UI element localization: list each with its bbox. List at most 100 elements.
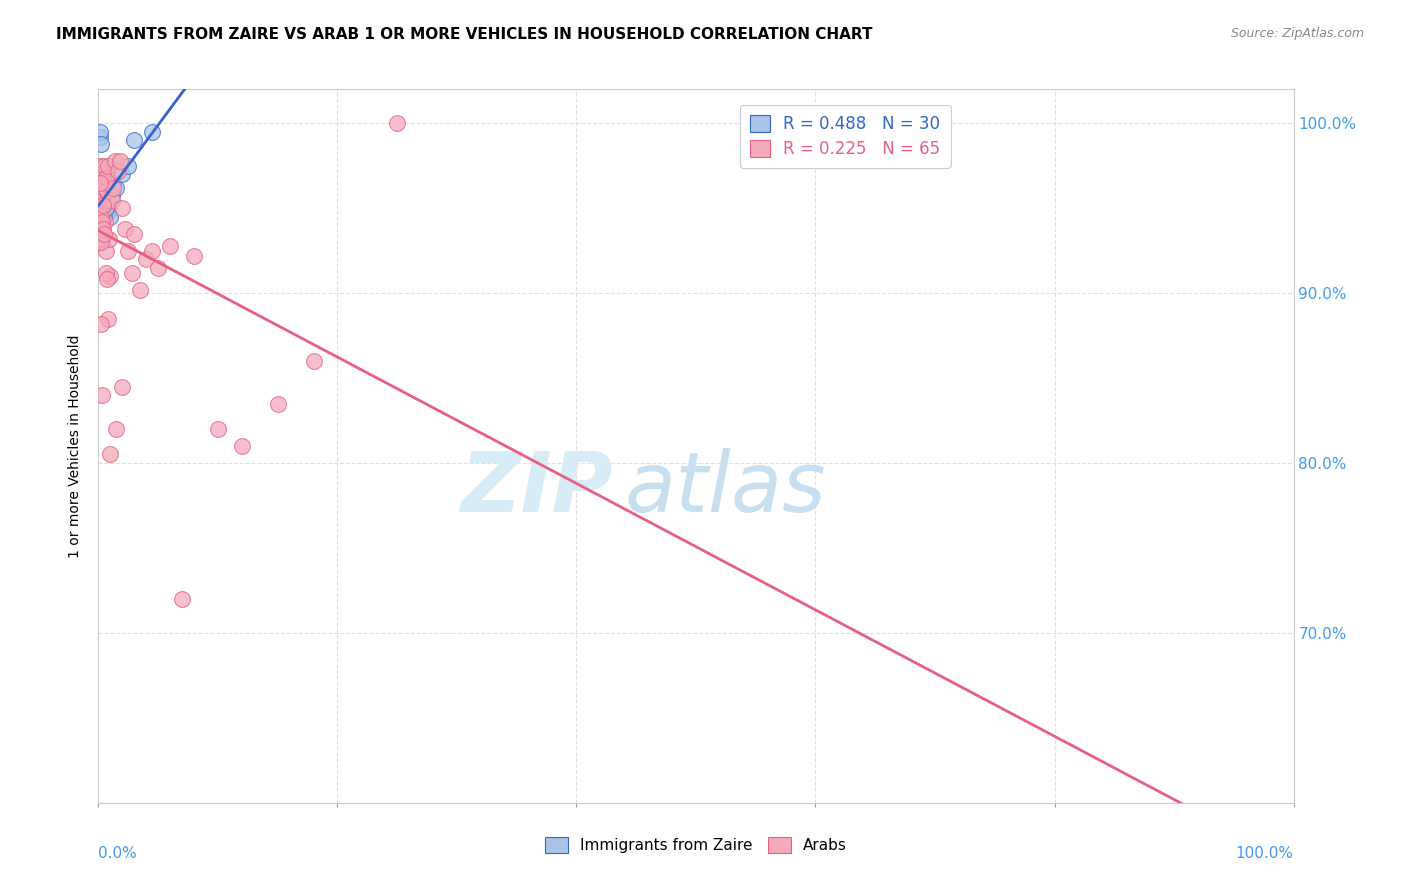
Point	[93, 210, 115, 224]
Point	[96, 184, 118, 198]
Point	[98, 210, 122, 224]
Y-axis label: 1 or more Vehicles in Household: 1 or more Vehicles in Household	[69, 334, 83, 558]
Point	[121, 266, 143, 280]
Point	[124, 227, 146, 241]
Text: IMMIGRANTS FROM ZAIRE VS ARAB 1 OR MORE VEHICLES IN HOUSEHOLD CORRELATION CHART: IMMIGRANTS FROM ZAIRE VS ARAB 1 OR MORE …	[56, 27, 873, 42]
Point	[129, 283, 152, 297]
Point	[94, 201, 117, 215]
Point	[100, 187, 122, 202]
Text: ZIP: ZIP	[460, 449, 613, 529]
Point	[302, 354, 325, 368]
Point	[111, 167, 134, 181]
Point	[87, 218, 110, 232]
Point	[105, 422, 128, 436]
Point	[91, 221, 114, 235]
Point	[96, 193, 118, 207]
Point	[104, 153, 127, 168]
Point	[385, 116, 409, 130]
Point	[135, 252, 157, 266]
Point	[207, 422, 229, 436]
Point	[89, 235, 111, 249]
Point	[111, 379, 134, 393]
Point	[91, 193, 114, 207]
Point	[101, 176, 124, 190]
Point	[101, 180, 124, 194]
Legend: Immigrants from Zaire, Arabs: Immigrants from Zaire, Arabs	[538, 831, 853, 859]
Point	[93, 159, 115, 173]
Text: atlas: atlas	[624, 449, 825, 529]
Point	[183, 249, 205, 263]
Point	[111, 201, 134, 215]
Point	[90, 235, 112, 249]
Point	[141, 244, 163, 258]
Point	[89, 193, 111, 207]
Point	[96, 272, 118, 286]
Point	[97, 204, 120, 219]
Point	[89, 180, 111, 194]
Point	[91, 232, 114, 246]
Point	[90, 210, 112, 224]
Text: Source: ZipAtlas.com: Source: ZipAtlas.com	[1230, 27, 1364, 40]
Point	[107, 163, 129, 178]
Point	[90, 227, 112, 241]
Point	[89, 221, 111, 235]
Point	[91, 193, 114, 207]
Point	[108, 153, 131, 168]
Point	[96, 170, 118, 185]
Point	[97, 311, 120, 326]
Point	[89, 218, 111, 232]
Point	[90, 163, 112, 178]
Point	[94, 244, 117, 258]
Point	[98, 448, 122, 462]
Point	[98, 269, 122, 284]
Point	[97, 159, 120, 173]
Point	[90, 176, 112, 190]
Point	[114, 221, 136, 235]
Point	[117, 159, 139, 173]
Point	[159, 238, 181, 252]
Point	[91, 215, 114, 229]
Point	[124, 133, 146, 147]
Point	[105, 180, 128, 194]
Text: 100.0%: 100.0%	[1236, 846, 1294, 861]
Point	[141, 125, 163, 139]
Point	[96, 193, 118, 207]
Point	[91, 180, 114, 194]
Point	[90, 136, 112, 151]
Point	[148, 260, 170, 275]
Point	[90, 167, 112, 181]
Point	[91, 201, 114, 215]
Point	[94, 266, 117, 280]
Point	[90, 187, 112, 202]
Point	[98, 232, 121, 246]
Point	[231, 439, 253, 453]
Point	[89, 176, 111, 190]
Point	[91, 184, 114, 198]
Point	[89, 129, 111, 144]
Point	[89, 159, 111, 173]
Point	[90, 170, 112, 185]
Point	[91, 167, 114, 181]
Point	[89, 125, 111, 139]
Point	[172, 591, 194, 606]
Point	[90, 317, 112, 331]
Point	[89, 204, 111, 219]
Point	[87, 232, 110, 246]
Point	[89, 221, 111, 235]
Point	[91, 187, 114, 202]
Point	[93, 176, 115, 190]
Point	[94, 163, 117, 178]
Point	[87, 227, 110, 241]
Point	[91, 176, 114, 190]
Point	[93, 170, 115, 185]
Point	[100, 193, 122, 207]
Point	[98, 198, 121, 212]
Text: 0.0%: 0.0%	[98, 846, 138, 861]
Point	[91, 184, 114, 198]
Point	[90, 218, 112, 232]
Point	[267, 396, 290, 410]
Point	[94, 215, 117, 229]
Point	[90, 215, 112, 229]
Point	[90, 167, 112, 181]
Point	[93, 227, 115, 241]
